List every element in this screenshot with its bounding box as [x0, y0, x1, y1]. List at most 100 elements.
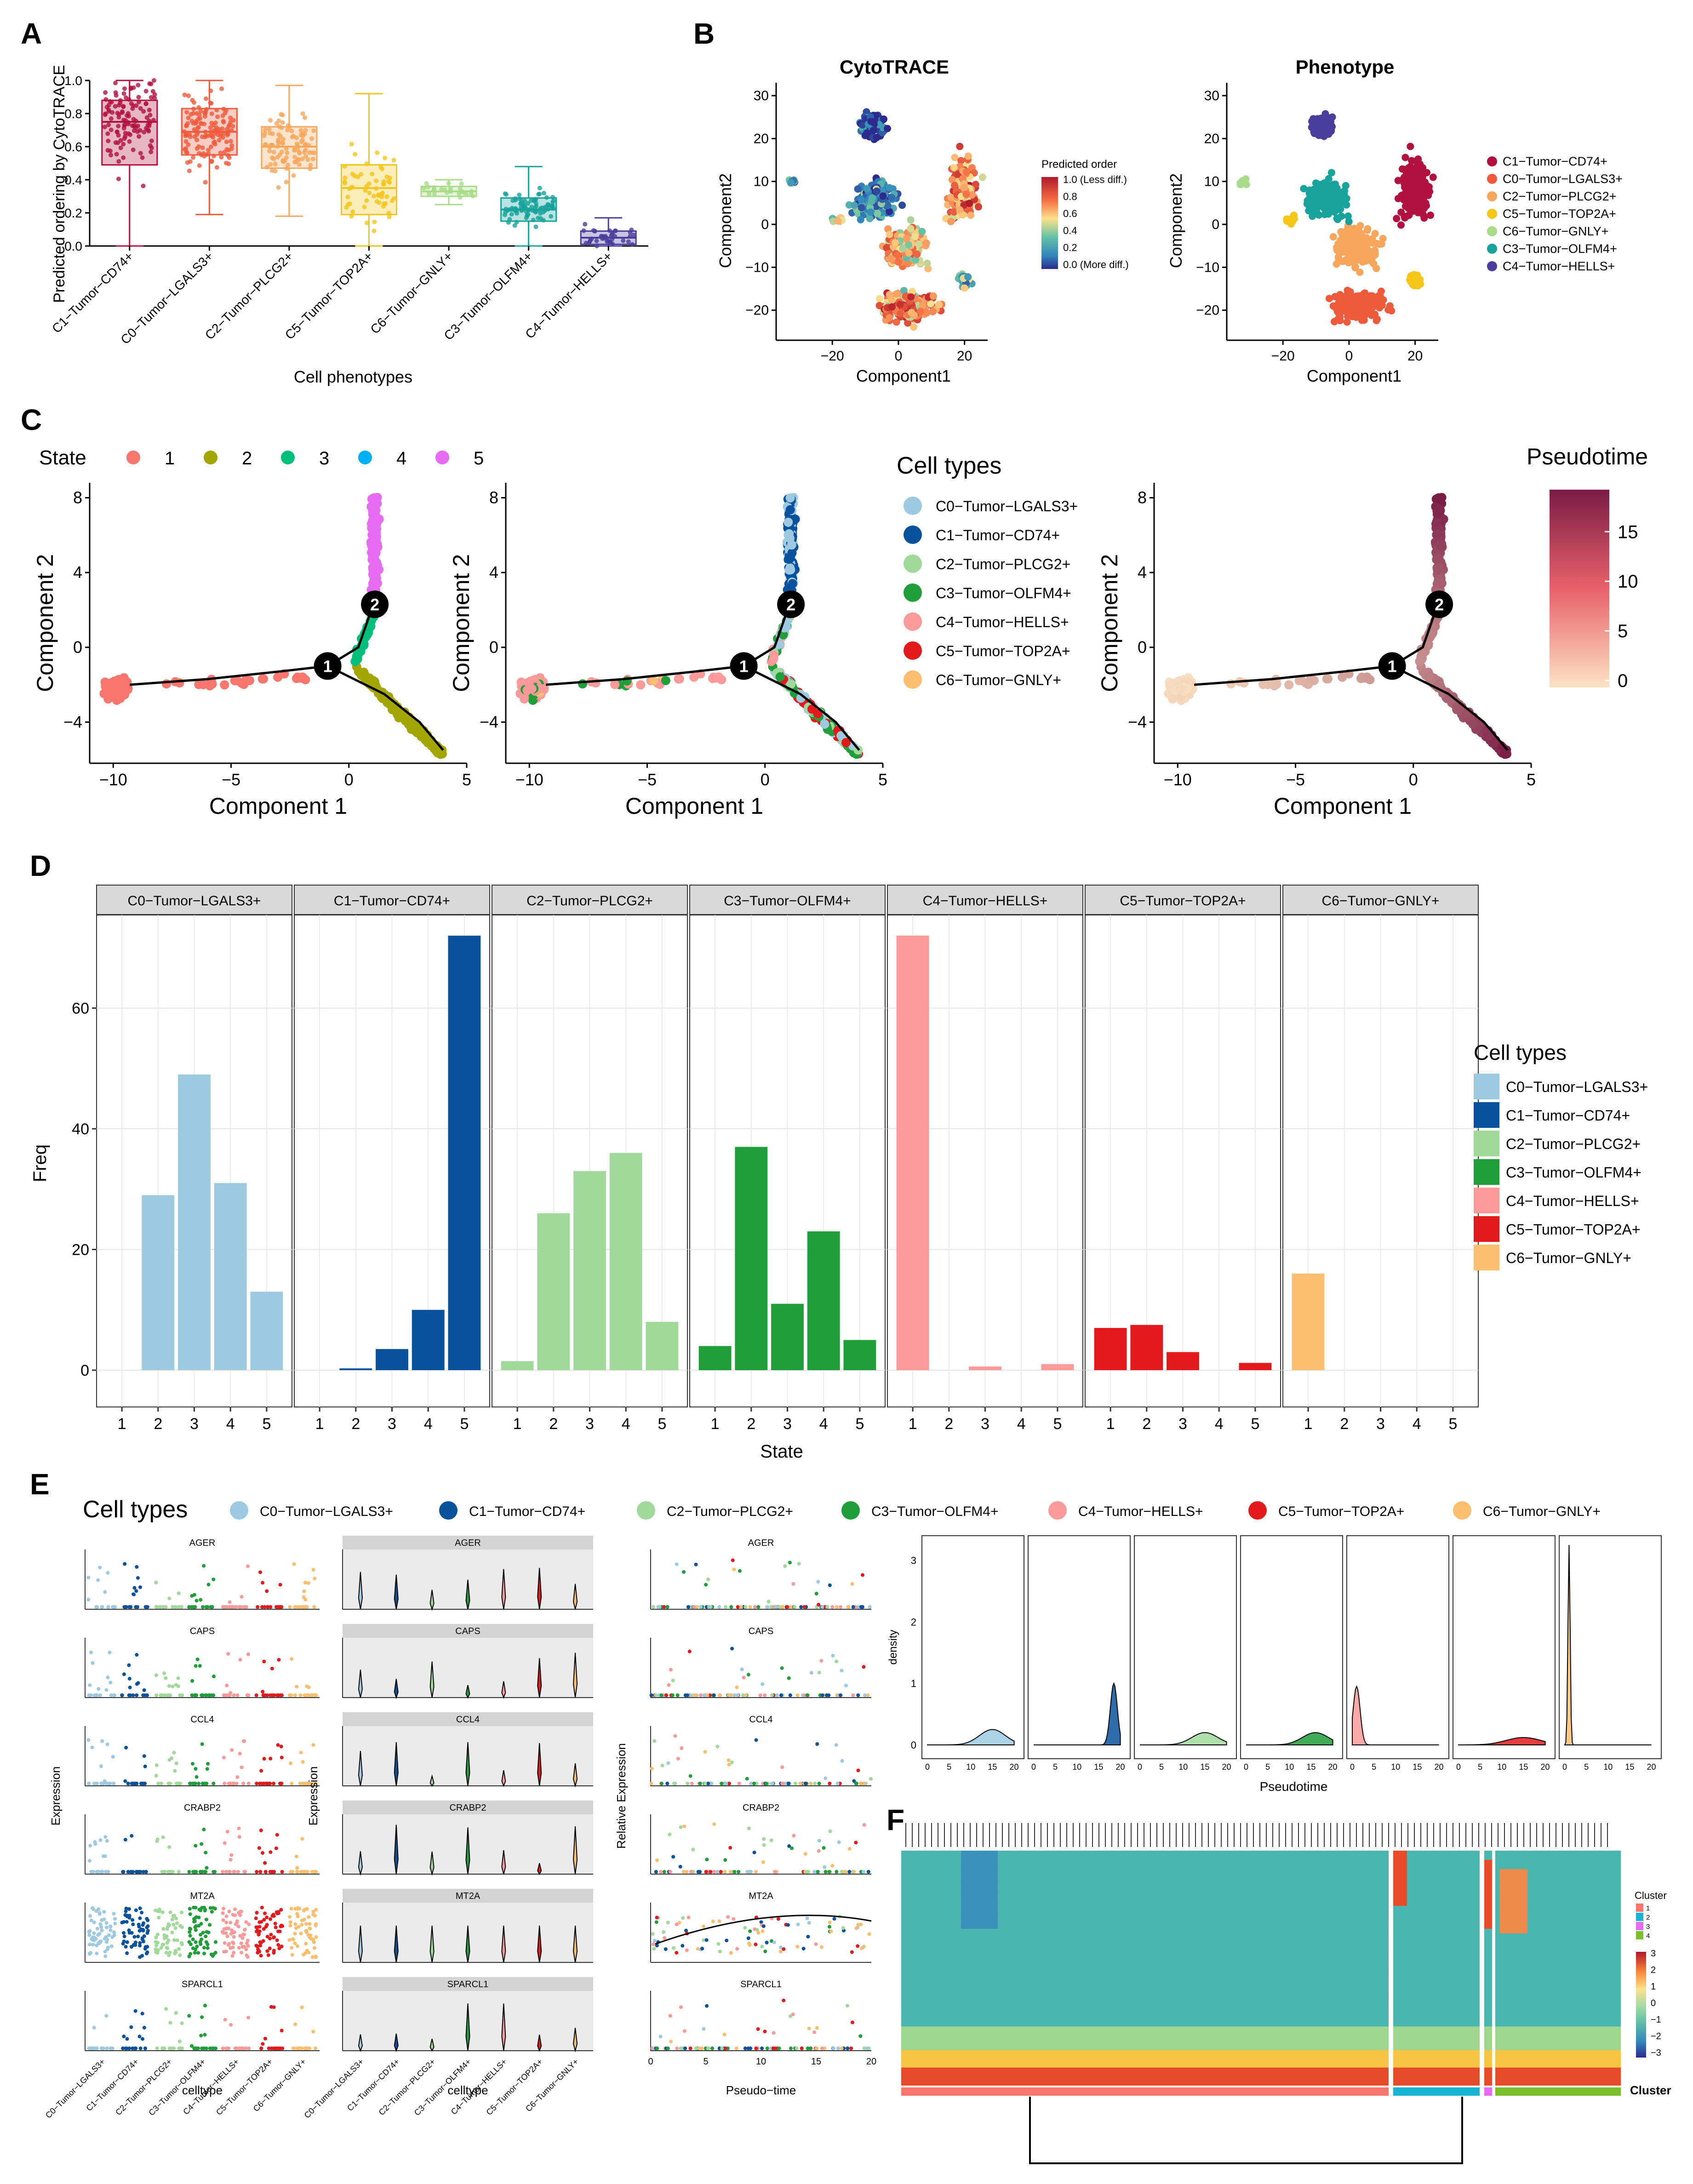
panel-b-cell-point	[896, 301, 904, 309]
panel-b-cell-point	[1342, 227, 1350, 235]
panel-a-point	[305, 157, 310, 162]
panel-d-xtick-label: 4	[1017, 1415, 1026, 1433]
panel-a-point	[363, 188, 368, 193]
panel-a-point	[116, 177, 121, 182]
panel-b-cell-point	[950, 164, 958, 172]
panel-e-strip-point	[90, 1745, 94, 1749]
panel-e-strip-point	[261, 1690, 265, 1694]
panel-b-legend-label: C3−Tumor−OLFM4+	[1503, 242, 1617, 256]
panel-e-strip-point	[227, 1693, 231, 1697]
panel-b-cell-point	[1421, 169, 1429, 177]
panel-c-celltype-legend-label: C0−Tumor−LGALS3+	[936, 498, 1078, 515]
panel-a-point	[226, 124, 231, 129]
panel-a-point	[367, 190, 372, 195]
panel-a-point	[190, 155, 195, 160]
panel-a-point	[137, 128, 143, 133]
panel-e-strip-point	[98, 1693, 102, 1697]
panel-e-strip-point	[120, 1693, 124, 1697]
panel-c-cell-point	[775, 672, 785, 681]
panel-e-legend-label: C6−Tumor−GNLY+	[1483, 1504, 1601, 1519]
panel-c-cell-point	[359, 672, 369, 681]
panel-e-strip-point	[134, 1589, 138, 1593]
panel-a-point	[197, 163, 202, 168]
panel-e-strip-point	[313, 1577, 317, 1581]
panel-c-celltype-legend-dot	[904, 526, 922, 544]
panel-d-bar	[896, 936, 929, 1370]
panel-c-celltype-legend-dot	[904, 583, 922, 602]
panel-d-legend-label: C5−Tumor−TOP2A+	[1506, 1221, 1641, 1238]
panel-a-point	[186, 115, 191, 120]
panel-b-cell-point	[886, 231, 893, 239]
panel-a-point	[274, 121, 279, 126]
panel-a-point	[183, 146, 189, 151]
panel-e-legend-dot	[230, 1501, 248, 1520]
panel-b-cell-point	[951, 154, 959, 161]
panel-c-celltype-legend-label: C4−Tumor−HELLS+	[936, 614, 1069, 630]
panel-c-cell-point	[1168, 694, 1178, 704]
panel-c-celltype-legend-dot	[904, 555, 922, 573]
panel-d-xtick-label: 2	[1340, 1415, 1349, 1433]
panel-e-strip-point	[143, 1605, 148, 1609]
panel-d-xtick-label: 2	[1142, 1415, 1151, 1433]
panel-e-strip-point	[128, 1693, 132, 1697]
panel-b-cell-point	[854, 185, 862, 193]
panel-d-xtick-label: 2	[747, 1415, 755, 1433]
panel-e-strip-point	[261, 1581, 265, 1585]
panel-a-point	[184, 124, 189, 129]
panel-e-strip-point	[97, 1687, 101, 1691]
panel-c-cell-point	[368, 555, 378, 564]
panel-a-point	[424, 181, 429, 186]
panel-b-colorbar	[1041, 177, 1058, 269]
panel-c-cell-point	[162, 679, 172, 689]
panel-a-point	[187, 168, 192, 173]
panel-a-point	[268, 118, 273, 123]
panel-b-cell-point	[1308, 123, 1316, 131]
panel-a-point	[123, 134, 128, 139]
panel-a-point	[124, 113, 129, 118]
panel-b-cell-point	[1316, 194, 1324, 202]
panel-c-cell-point	[372, 579, 381, 589]
panel-d-xtick-label: 3	[388, 1415, 396, 1433]
panel-a-point	[118, 145, 123, 150]
panel-b-cell-point	[879, 192, 887, 200]
panel-a-point	[280, 159, 286, 164]
panel-a-point	[183, 139, 189, 144]
panel-a-point	[148, 113, 153, 118]
panel-b-xtick-label: 20	[1407, 349, 1423, 364]
panel-a-point	[285, 127, 290, 132]
panel-d-legend-swatch	[1474, 1102, 1499, 1128]
panel-d-xtick-label: 4	[1215, 1415, 1224, 1433]
panel-b-x-label-left: Component1	[856, 366, 951, 385]
panel-a-point	[149, 145, 154, 150]
panel-d-legend-swatch	[1474, 1159, 1499, 1185]
panel-b-cell-point	[1410, 166, 1418, 173]
panel-c-cell-point	[1424, 672, 1433, 681]
panel-c-x-label: Component 1	[625, 793, 763, 819]
panel-d-facet-title: C1−Tumor−CD74+	[334, 893, 450, 909]
panel-a-point	[213, 120, 218, 126]
panel-b-colorbar-label: 0.8	[1063, 191, 1077, 202]
panel-a-point	[271, 149, 276, 154]
panel-e-strip-point	[167, 1693, 172, 1697]
panel-b-colorbar-label: 0.0 (More diff.)	[1063, 259, 1129, 270]
panel-a-point	[221, 119, 226, 124]
panel-e-strip-point	[143, 1764, 147, 1768]
panel-a-point	[196, 144, 201, 149]
panel-a-point	[203, 111, 208, 116]
panel-e-strip-point	[201, 1605, 205, 1609]
panel-e-strip-point	[108, 1650, 112, 1654]
panel-d-bar	[501, 1361, 534, 1370]
panel-a-xtick-label: C0−Tumor−LGALS3+	[118, 249, 216, 347]
panel-a-point	[225, 131, 230, 137]
panel-d-xtick-label: 1	[909, 1415, 917, 1433]
panel-e-strip-point	[192, 1605, 196, 1609]
panel-a-point	[209, 133, 214, 138]
panel-a-point	[116, 159, 121, 164]
panel-a-point	[118, 100, 123, 105]
panel-d-legend-label: C3−Tumor−OLFM4+	[1506, 1164, 1642, 1181]
panel-e-strip-point	[109, 1681, 113, 1685]
panel-b-cell-point	[874, 210, 881, 217]
panel-label-d: D	[30, 849, 51, 882]
